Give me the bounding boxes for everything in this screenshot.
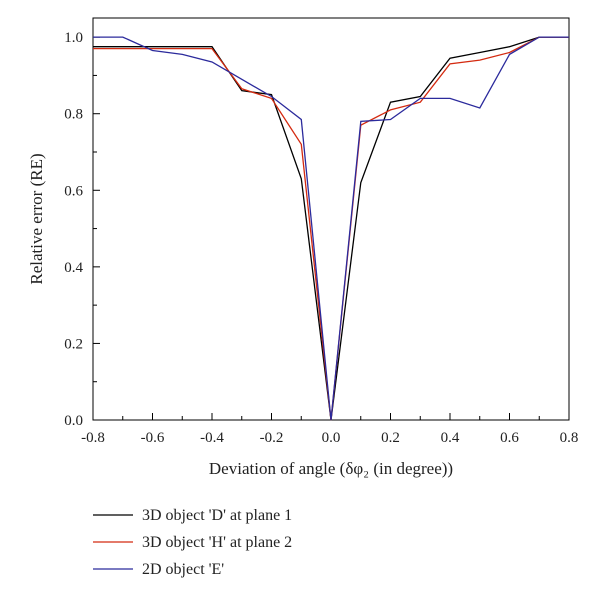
legend-label-2: 3D object 'H' at plane 2 [142, 534, 292, 551]
x-tick-label: -0.8 [81, 430, 105, 446]
legend-label-3: 2D object 'E' [142, 561, 224, 578]
x-tick-label: -0.2 [260, 430, 284, 446]
series-line-1 [93, 36, 569, 421]
legend: 3D object 'D' at plane 1 3D object 'H' at… [93, 507, 292, 578]
series-line-3 [93, 36, 569, 421]
x-tick-label: 0.6 [500, 430, 519, 446]
plot-area [92, 17, 570, 421]
x-tick-label: 0.8 [560, 430, 579, 446]
x-tick-label: -0.6 [141, 430, 165, 446]
y-tick-label: 0.0 [64, 413, 83, 429]
y-tick-label: 0.8 [64, 107, 83, 123]
y-axis-ticks: 0.0 0.2 0.4 0.6 0.8 1.0 [64, 30, 100, 429]
x-tick-label: 0.0 [322, 430, 341, 446]
x-tick-label: -0.4 [200, 430, 224, 446]
legend-label-1: 3D object 'D' at plane 1 [142, 507, 292, 524]
y-tick-label: 1.0 [64, 30, 83, 46]
y-tick-label: 0.4 [64, 260, 83, 276]
x-tick-label: 0.2 [381, 430, 400, 446]
series-line-2 [93, 36, 569, 421]
x-axis-title: Deviation of angle (δφ₂ (in degree)) [209, 459, 453, 478]
y-axis-title: Relative error (RE) [27, 153, 46, 284]
x-axis-ticks: -0.8 -0.6 -0.4 -0.2 0.0 0.2 0.4 0.6 0.8 [81, 413, 578, 446]
plot-frame [92, 17, 570, 421]
y-tick-label: 0.2 [64, 336, 83, 352]
series-lines [93, 36, 569, 421]
y-tick-label: 0.6 [64, 183, 83, 199]
x-tick-label: 0.4 [441, 430, 460, 446]
